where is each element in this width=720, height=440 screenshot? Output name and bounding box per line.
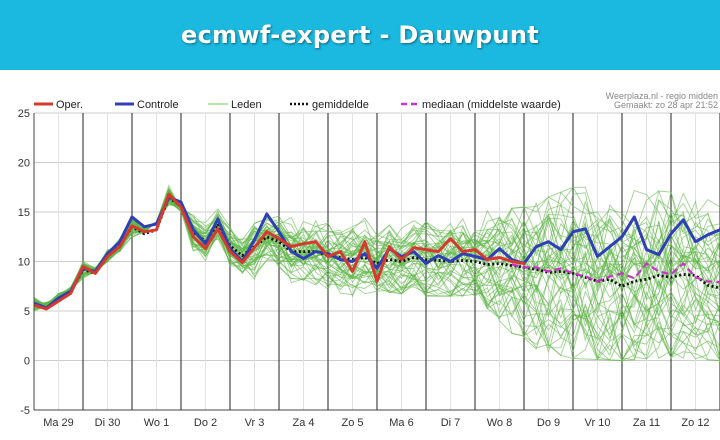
y-tick-labels: -5 0 5 10 15 20 25 — [18, 108, 30, 417]
credit-source: Weerplaza.nl - regio midden — [606, 91, 718, 101]
x-tick-labels: Ma 29 Di 30 Wo 1 Do 2 Vr 3 Za 4 Zo 5 Ma 6 Di 7 Wo… — [43, 417, 709, 429]
legend-label-leden: Leden — [231, 99, 262, 111]
x-tick-label: Wo 1 — [144, 417, 169, 429]
y-tick-label: -5 — [20, 405, 30, 417]
legend-label-gemiddelde: gemiddelde — [312, 99, 369, 111]
x-tick-label: Vr 3 — [245, 417, 265, 429]
x-tick-label: Do 9 — [537, 417, 560, 429]
series-line-controle — [34, 195, 720, 310]
x-tick-label: Wo 8 — [487, 417, 512, 429]
legend-label-controle: Controle — [137, 99, 179, 111]
x-tick-label: Vr 10 — [585, 417, 611, 429]
x-tick-label: Za 11 — [633, 417, 660, 429]
chart-background — [0, 90, 720, 440]
x-tick-label: Ma 29 — [43, 417, 74, 429]
y-tick-label: 0 — [24, 356, 30, 368]
legend-label-oper: Oper. — [56, 99, 83, 111]
series-line-mediaan — [511, 262, 720, 284]
x-tick-label: Do 2 — [194, 417, 217, 429]
x-tick-label: Za 4 — [292, 417, 314, 429]
series-line-oper — [34, 192, 526, 311]
x-tick-label: Zo 12 — [681, 417, 709, 429]
page-title: ecmwf-expert - Dauwpunt — [181, 21, 539, 49]
x-tick-label: Ma 6 — [389, 417, 413, 429]
legend-label-mediaan: mediaan (middelste waarde) — [422, 99, 561, 111]
y-tick-label: 10 — [18, 257, 30, 269]
header-gap — [0, 70, 720, 90]
y-tick-label: 25 — [18, 108, 30, 120]
x-tick-label: Di 30 — [95, 417, 121, 429]
y-tick-label: 5 — [24, 306, 30, 318]
y-tick-label: 15 — [18, 207, 30, 219]
page-header: ecmwf-expert - Dauwpunt — [0, 0, 720, 70]
series-lines — [34, 192, 720, 311]
x-tick-label: Zo 5 — [341, 417, 363, 429]
credit-timestamp: Gemaakt: zo 28 apr 21:52 — [614, 100, 718, 110]
legend: Oper. Controle Leden gemiddelde mediaan … — [34, 99, 561, 111]
y-tick-label: 20 — [18, 158, 30, 170]
x-tick-label: Di 7 — [441, 417, 461, 429]
